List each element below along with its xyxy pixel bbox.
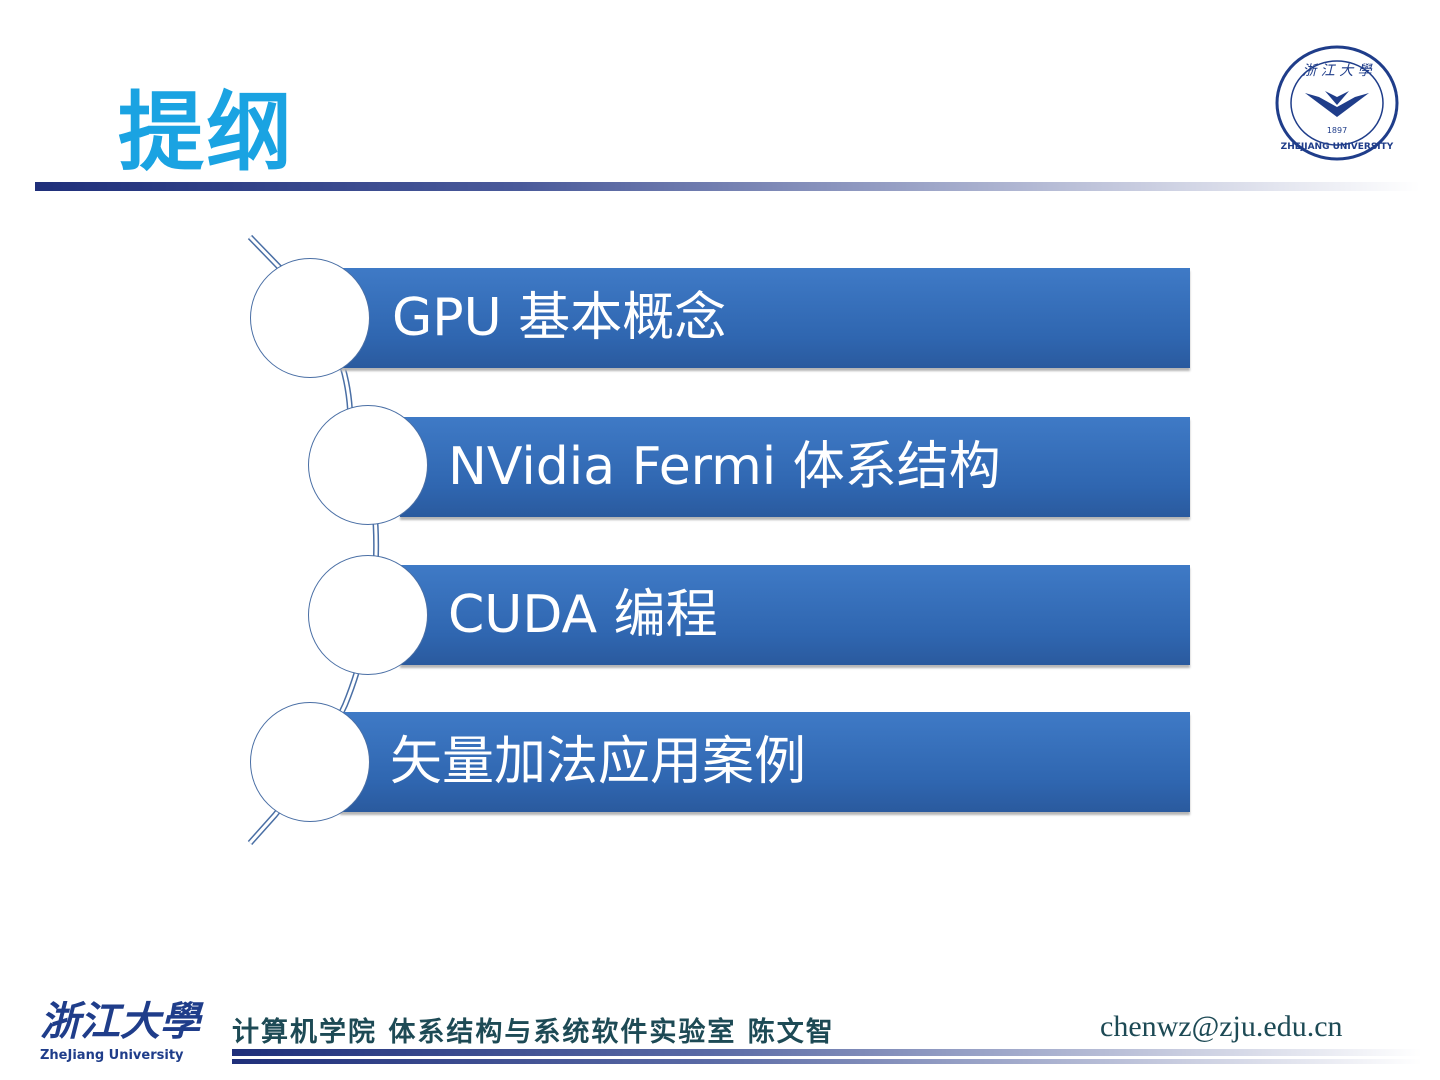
svg-text:ZheJiang University: ZheJiang University xyxy=(40,1048,184,1063)
bullet-circle xyxy=(308,555,428,675)
svg-text:1897: 1897 xyxy=(1327,126,1347,135)
outline-item-label: CUDA 编程 xyxy=(448,585,718,645)
bullet-circle xyxy=(308,405,428,525)
outline-item-label: GPU 基本概念 xyxy=(392,288,727,348)
svg-text:浙 江 大 學: 浙 江 大 學 xyxy=(1302,63,1373,79)
outline-item-fermi[interactable]: NVidia Fermi 体系结构 xyxy=(400,417,1190,517)
footer-divider xyxy=(232,1049,1422,1056)
svg-text:ZHEJIANG UNIVERSITY: ZHEJIANG UNIVERSITY xyxy=(1281,142,1394,152)
svg-text:浙江大學: 浙江大學 xyxy=(40,998,204,1045)
bullet-circle xyxy=(250,702,370,822)
outline-item-cuda[interactable]: CUDA 编程 xyxy=(400,565,1190,665)
outline-item-label: 矢量加法应用案例 xyxy=(390,732,807,792)
outline-item-gpu-basics[interactable]: GPU 基本概念 xyxy=(340,268,1190,368)
footer-affiliation: 计算机学院 体系结构与系统软件实验室 陈文智 xyxy=(232,1017,835,1048)
footer-divider xyxy=(232,1059,1422,1064)
zju-seal-logo: 浙 江 大 學 1897 ZHEJIANG UNIVERSITY xyxy=(1275,45,1399,161)
bullet-circle xyxy=(250,258,370,378)
outline-item-label: NVidia Fermi 体系结构 xyxy=(448,437,1001,497)
outline-item-vector-add[interactable]: 矢量加法应用案例 xyxy=(340,712,1190,812)
slide-title: 提纲 xyxy=(118,83,294,183)
title-divider xyxy=(35,182,1420,191)
footer-email: chenwz@zju.edu.cn xyxy=(1100,1010,1343,1043)
zju-calligraphy-logo: 浙江大學 ZheJiang University xyxy=(40,998,204,1063)
